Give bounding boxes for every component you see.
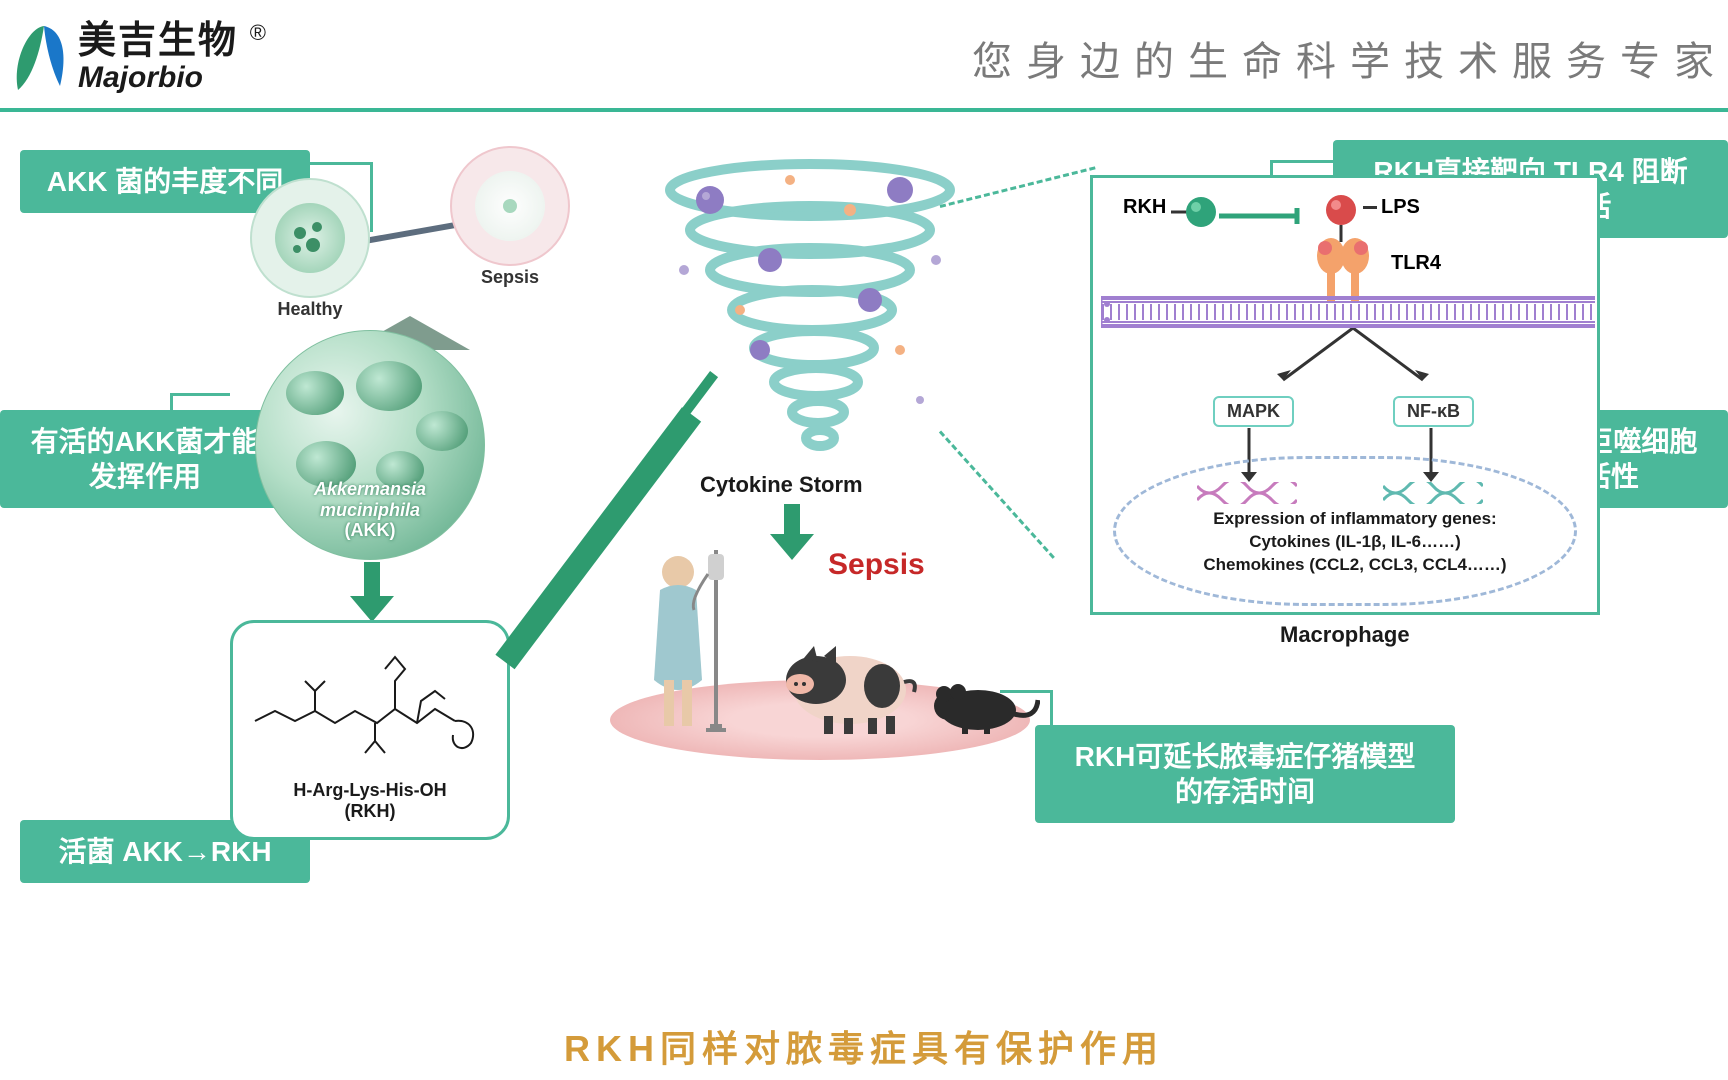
rkh-structure-box: H-Arg-Lys-His-OH (RKH) (230, 620, 510, 840)
label-nfkb: NF-κB (1393, 396, 1474, 427)
dish-label-sepsis: Sepsis (481, 267, 539, 288)
label-lps: LPS (1363, 196, 1420, 219)
logo-mark-icon (10, 22, 70, 94)
sepsis-gut-icon (485, 181, 535, 231)
lead (170, 393, 230, 396)
mouse-icon (920, 668, 1040, 743)
dna-icon (1383, 482, 1483, 509)
lead (1273, 160, 1333, 163)
logo-en: Majorbio (78, 62, 238, 94)
macrophage-panel: RKH LPS TLR4 (1090, 175, 1600, 615)
rkh-structure-icon (243, 633, 497, 780)
label-rkh: RKH (1123, 196, 1166, 219)
cytokine-storm-label: Cytokine Storm (700, 472, 863, 498)
inflammatory-genes-text: Expression of inflammatory genes: Cytoki… (1153, 508, 1557, 577)
rkh-molecule-icon (1171, 192, 1219, 237)
arrow-storm-to-sepsis-icon (770, 504, 814, 560)
arrow-akk-to-rkh-icon (350, 562, 394, 622)
macrophage-caption: Macrophage (1280, 622, 1410, 648)
healthy-gut-icon (285, 213, 335, 263)
dna-icon (1197, 482, 1297, 509)
zoom-line (939, 430, 1055, 558)
balance-scale: Healthy Sepsis (260, 190, 560, 350)
callout-rkh-piglet: RKH可延长脓毒症仔猪模型 的存活时间 (1035, 725, 1455, 823)
dish-sepsis: Sepsis (450, 146, 570, 266)
patient-icon (630, 550, 750, 745)
header: 美吉生物 Majorbio ® 您身边的生命科学技术服务专家 (10, 10, 1728, 105)
cytokine-storm-icon (650, 150, 970, 470)
diagram-stage: AKK 菌的丰度不同 有活的AKK菌才能 发挥作用 活菌 AKK→RKH RKH… (0, 120, 1728, 1080)
callout-live-akk: 有活的AKK菌才能 发挥作用 (0, 410, 290, 508)
signal-branch-icon (1253, 328, 1453, 403)
pig-icon (760, 628, 920, 743)
dish-label-healthy: Healthy (277, 299, 342, 320)
brand-tagline: 您身边的生命科学技术服务专家 (972, 29, 1728, 87)
brand-logo: 美吉生物 Majorbio ® (10, 22, 238, 94)
lead (310, 162, 370, 165)
lead (1050, 690, 1053, 728)
header-divider (0, 108, 1728, 112)
logo-text: 美吉生物 Majorbio (78, 22, 238, 93)
akk-caption: Akkermansia muciniphila (AKK) (314, 479, 426, 541)
logo-cn: 美吉生物 (78, 22, 238, 62)
registered-mark: ® (250, 20, 266, 46)
label-mapk: MAPK (1213, 396, 1294, 427)
dish-healthy: Healthy (250, 178, 370, 298)
lead (170, 393, 173, 413)
akk-bacteria-circle: Akkermansia muciniphila (AKK) (255, 330, 485, 560)
inhibit-icon (1219, 208, 1309, 229)
rkh-name: H-Arg-Lys-His-OH (RKH) (293, 780, 446, 823)
sepsis-label: Sepsis (828, 548, 925, 582)
label-tlr4: TLR4 (1391, 252, 1441, 275)
footer-caption: RKH同样对脓毒症具有保护作用 (0, 1020, 1728, 1072)
